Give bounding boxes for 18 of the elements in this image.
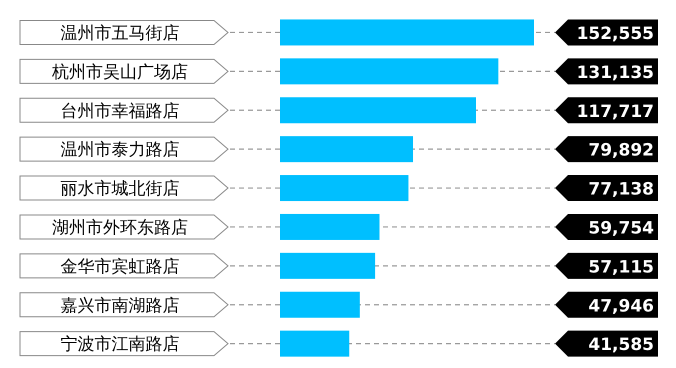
y-tick-label: 湖州市外环东路店 [52,218,188,238]
y-tick-label: 温州市五马街店 [60,23,180,44]
data-label: 59,754 [588,218,654,238]
y-tick-label: 宁波市江南路店 [60,334,180,355]
y-tick-label: 丽水市城北街店 [60,179,180,200]
y-tick-label: 杭州市吴山广场店 [51,62,188,82]
data-label: 57,115 [588,257,654,278]
data-label: 131,135 [576,62,654,83]
y-tick-label: 温州市泰力路店 [60,140,180,160]
y-tick-label: 金华市宾虹路店 [60,256,180,277]
y-tick-label: 台州市幸福路店 [60,101,180,122]
data-label: 47,946 [588,296,654,316]
data-label: 77,138 [588,180,654,200]
y-tick-label: 嘉兴市南湖路店 [60,296,180,316]
data-label: 152,555 [576,24,654,44]
data-label: 117,717 [576,102,654,122]
data-label: 41,585 [588,335,654,356]
data-label: 79,892 [588,140,654,161]
